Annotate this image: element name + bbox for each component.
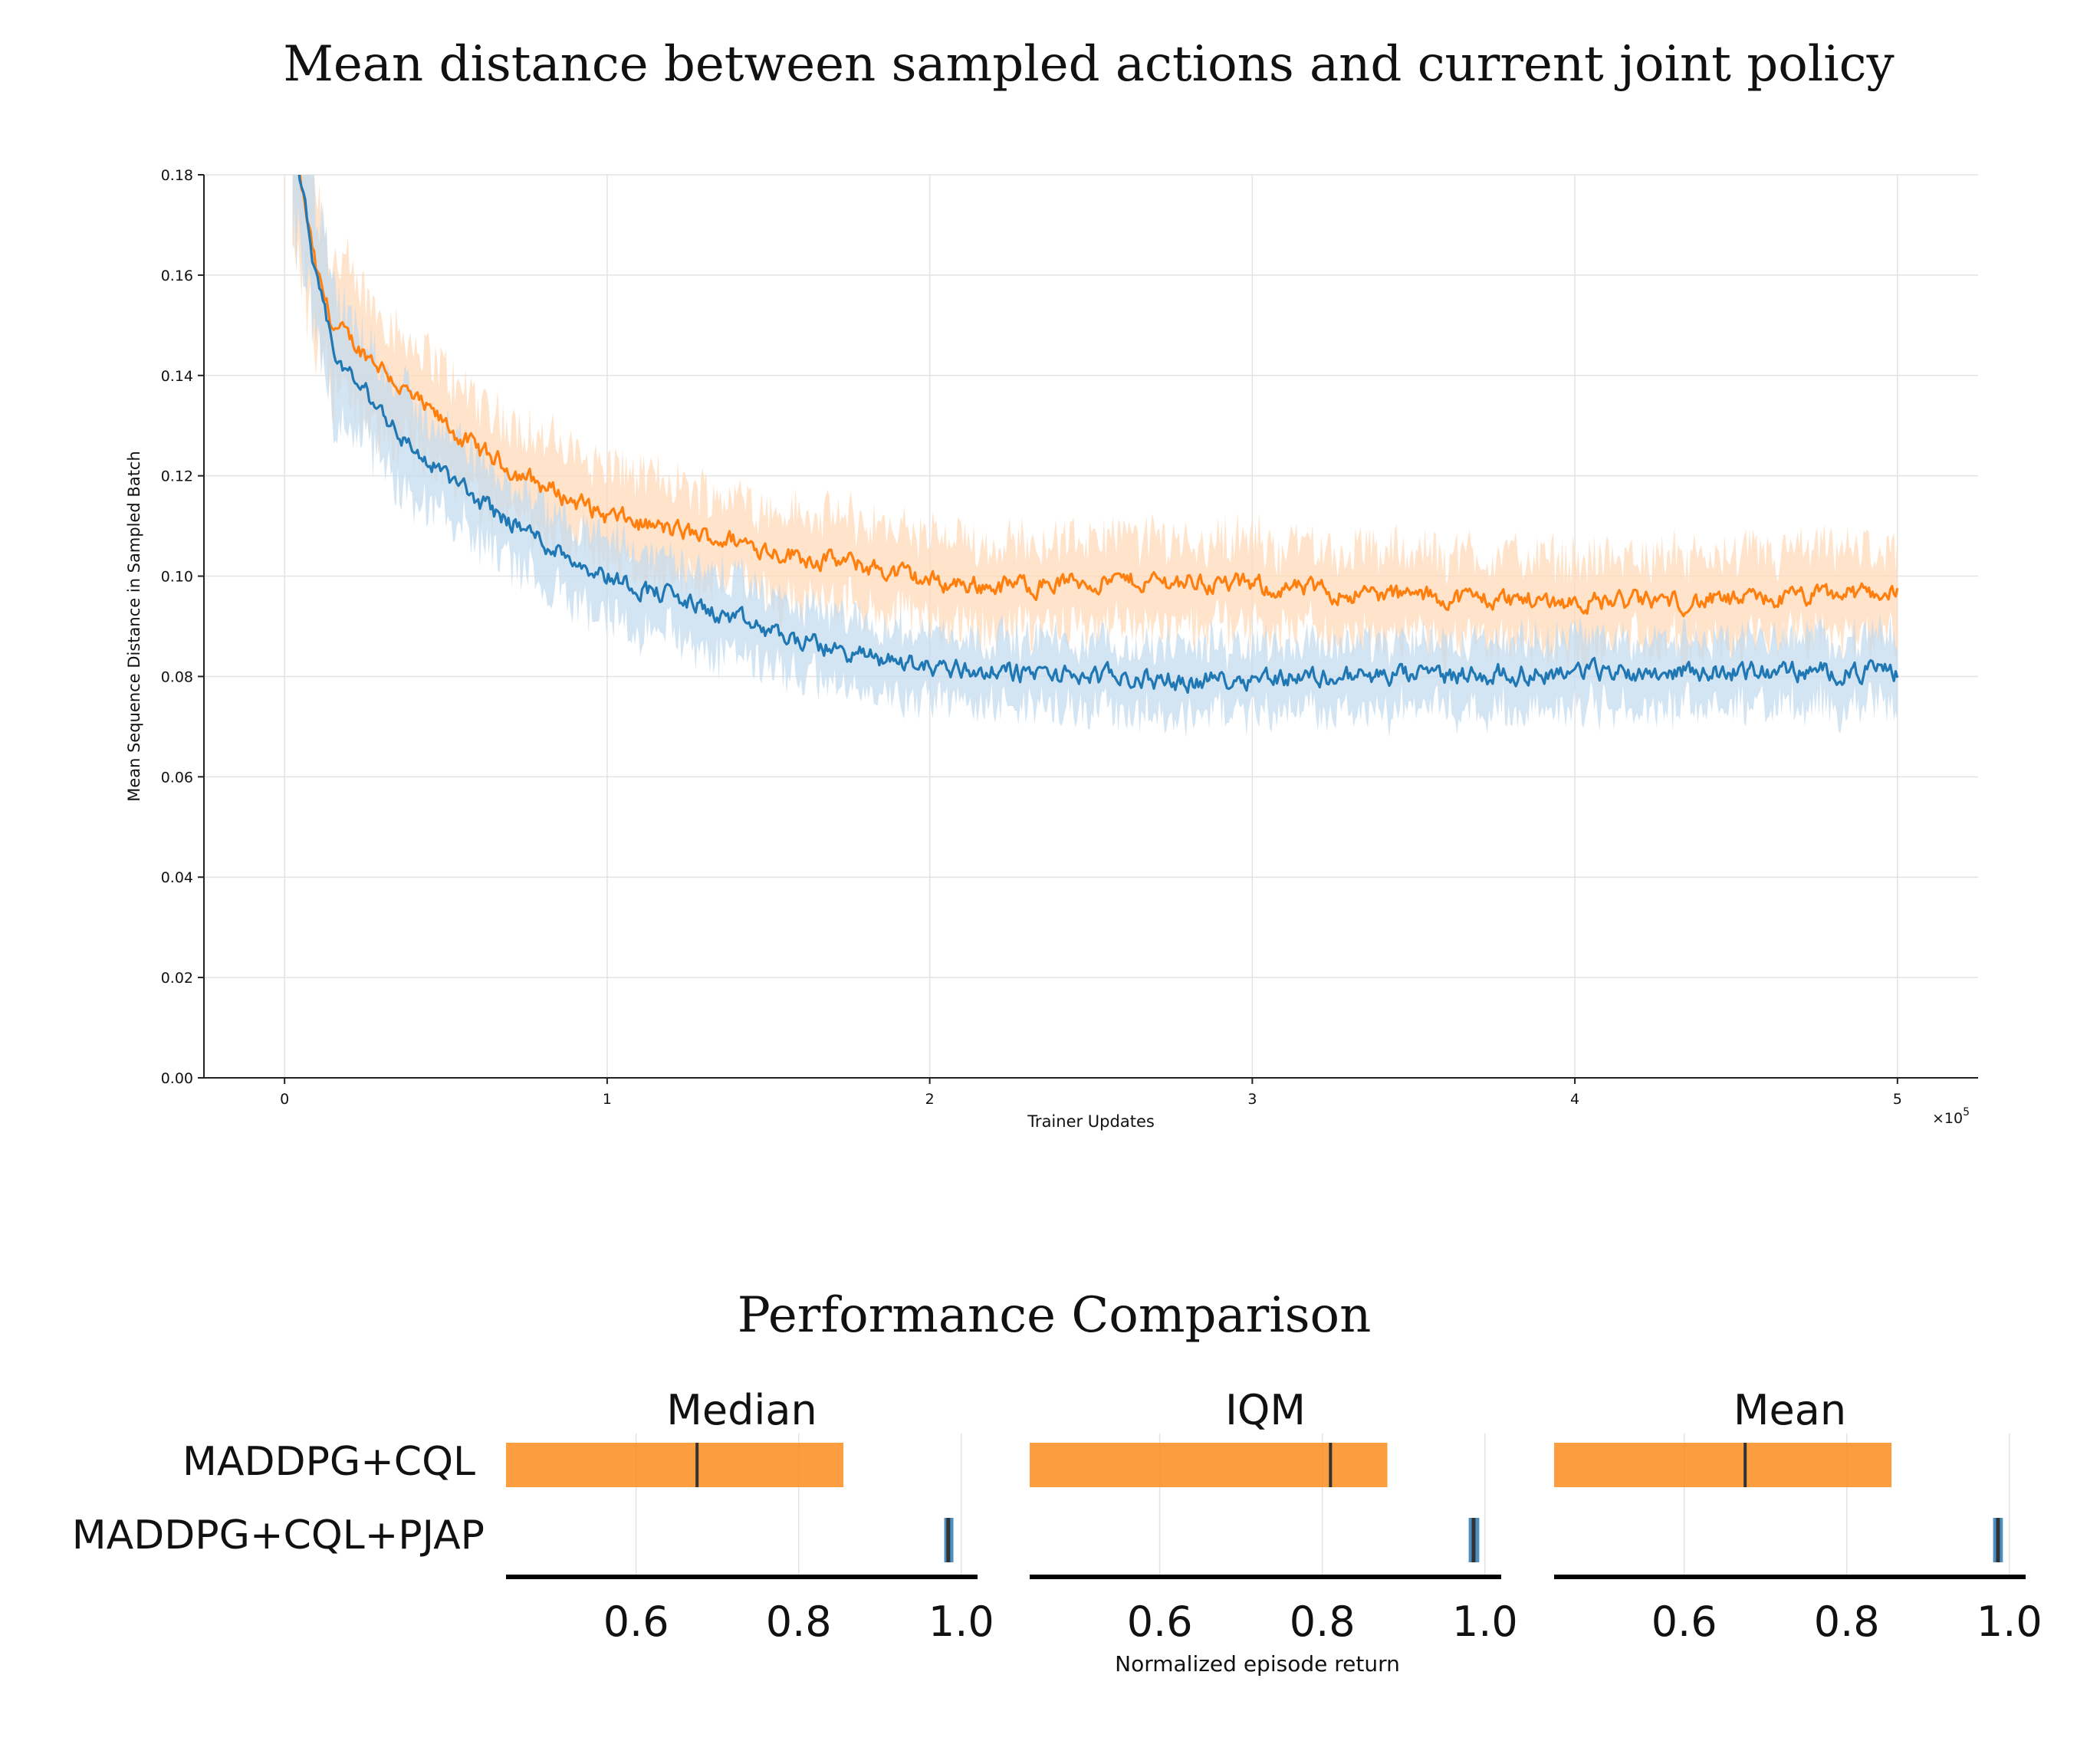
x-tick-label: 1: [603, 1091, 612, 1108]
line-chart-x-label: Trainer Updates: [1027, 1112, 1155, 1131]
performance-chart: MADDPG+CQL MADDPG+CQL+PJAP Median 0.6 0.8 1…: [72, 1386, 2042, 1677]
method-label-maddpg-cql-pjap: MADDPG+CQL+PJAP: [72, 1512, 485, 1558]
y-tick-label: 0.12: [161, 468, 193, 485]
y-tick-label: 0.08: [161, 668, 193, 685]
line-chart-lines: [297, 175, 1899, 694]
x-scale-multiplier: ×105: [1932, 1106, 1970, 1127]
interval-bar: [1554, 1443, 1892, 1487]
interval-bar: [506, 1443, 844, 1487]
panel-mean: Mean 0.6 0.8 1.0: [1554, 1386, 2042, 1646]
panel-tick-label: 0.6: [1651, 1598, 1717, 1646]
x-tick-label: 2: [925, 1091, 935, 1108]
line-chart-y-label: Mean Sequence Distance in Sampled Batch: [125, 451, 143, 802]
panel-tick-label: 1.0: [1452, 1598, 1518, 1646]
performance-x-label: Normalized episode return: [1115, 1651, 1400, 1677]
line-chart-y-ticks: 0.00 0.02 0.04 0.06 0.08 0.10 0.12 0.14 0.16 0.18: [161, 167, 204, 1087]
panel-title: Mean: [1734, 1386, 1846, 1434]
panel-iqm: IQM 0.6 0.8 1.0: [1030, 1386, 1518, 1646]
y-tick-label: 0.04: [161, 869, 193, 886]
top-chart-title: Mean distance between sampled actions an…: [283, 36, 1894, 93]
y-tick-label: 0.10: [161, 569, 193, 586]
panel-tick-label: 0.8: [1290, 1598, 1356, 1646]
x-tick-label: 3: [1247, 1091, 1257, 1108]
series-line-1: [297, 175, 1899, 694]
line-chart-grid: [204, 174, 1978, 1079]
y-tick-label: 0.16: [161, 268, 193, 284]
panel-tick-label: 0.8: [1814, 1598, 1880, 1646]
series-line-0: [298, 175, 1899, 618]
panel-median: Median 0.6 0.8 1.0: [506, 1386, 994, 1646]
line-chart-bands: [292, 175, 1898, 738]
x-tick-label: 5: [1893, 1091, 1902, 1108]
y-tick-label: 0.00: [161, 1070, 193, 1087]
bottom-chart-title: Performance Comparison: [738, 1287, 1372, 1344]
x-scale-exponent: 5: [1963, 1106, 1970, 1118]
performance-panels: Median 0.6 0.8 1.0 IQM 0.6 0.8 1.0 Mean 0.6 0.8 1.0: [506, 1386, 2042, 1646]
interval-bar: [1030, 1443, 1388, 1487]
panel-tick-label: 0.6: [603, 1598, 669, 1646]
panel-tick-label: 0.6: [1127, 1598, 1193, 1646]
y-tick-label: 0.06: [161, 769, 193, 786]
y-tick-label: 0.02: [161, 970, 193, 987]
series-band-1: [292, 175, 1898, 738]
x-scale-base: ×10: [1932, 1110, 1963, 1127]
panel-tick-label: 0.8: [766, 1598, 832, 1646]
x-tick-label: 4: [1570, 1091, 1579, 1108]
series-band-0: [292, 175, 1898, 678]
panel-tick-label: 1.0: [1977, 1598, 2042, 1646]
panel-title: IQM: [1225, 1386, 1306, 1434]
x-tick-label: 0: [280, 1091, 289, 1108]
panel-title: Median: [666, 1386, 817, 1434]
panel-tick-label: 1.0: [928, 1598, 994, 1646]
method-label-maddpg-cql: MADDPG+CQL: [182, 1439, 475, 1485]
y-tick-label: 0.18: [161, 167, 193, 184]
line-chart-x-ticks: 0 1 2 3 4 5: [280, 1078, 1902, 1108]
y-tick-label: 0.14: [161, 368, 193, 385]
